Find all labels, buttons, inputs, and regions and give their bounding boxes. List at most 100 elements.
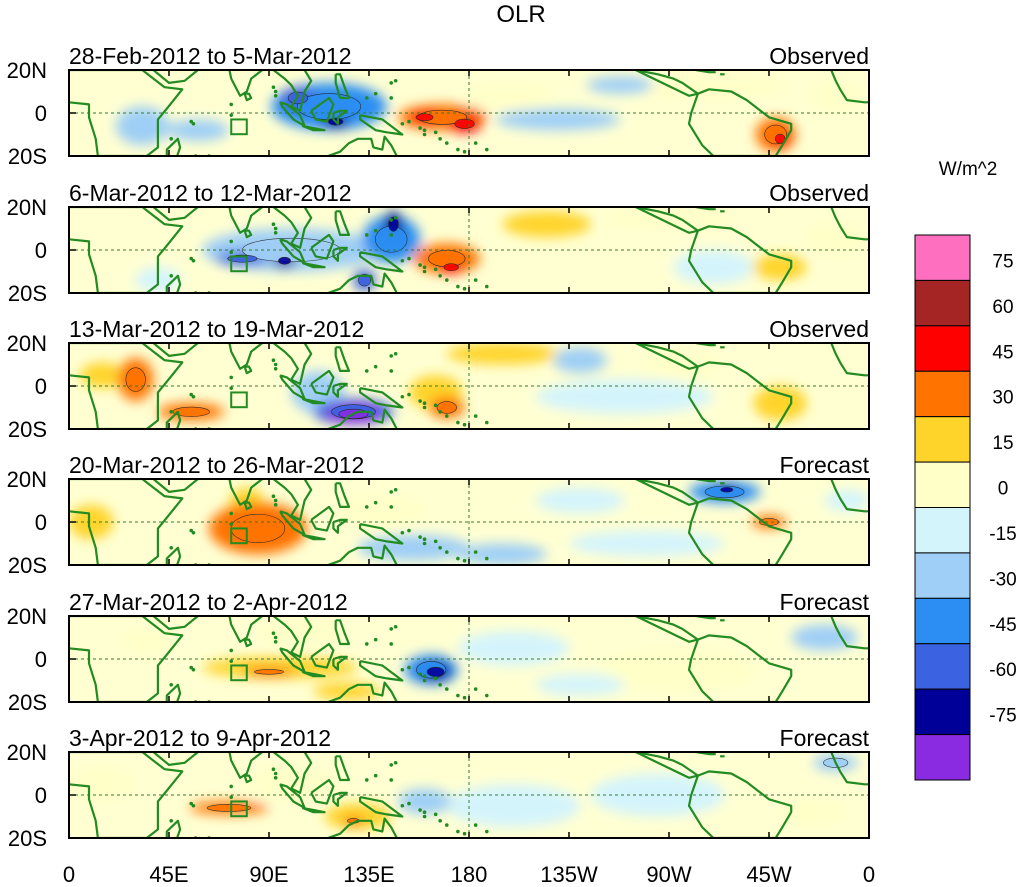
- land-outline: [324, 817, 399, 838]
- island-dot: [433, 130, 438, 135]
- land-outline: [687, 634, 793, 702]
- island-dot: [229, 784, 234, 789]
- land-outline: [830, 70, 869, 104]
- anomaly-blob: [457, 543, 547, 565]
- island-dot: [373, 91, 378, 96]
- colorbar: W/m^2 75 60 45 30 15 0 -15 -30 -45 -60 -75: [914, 159, 1017, 781]
- island-dot: [433, 403, 438, 408]
- land-outline: [332, 246, 348, 262]
- anomaly-blob: [120, 628, 174, 655]
- island-dot: [364, 778, 369, 782]
- anomaly-blob: [535, 487, 625, 514]
- land-outline: [301, 124, 326, 132]
- land-outline: [830, 479, 869, 513]
- panel-period-label: 6-Mar-2012 to 12-Mar-2012: [69, 180, 352, 206]
- island-dot: [271, 494, 276, 499]
- land-outline: [324, 408, 399, 429]
- island-dot: [456, 693, 460, 698]
- x-tick-label: 0: [63, 862, 75, 887]
- island-dot: [422, 810, 427, 814]
- land-outline: [830, 343, 869, 377]
- island-dot: [400, 667, 405, 672]
- anomaly-blob: [809, 80, 863, 111]
- island-dot: [473, 141, 478, 145]
- coastlines: [69, 752, 869, 838]
- colorbar-box: [914, 643, 971, 690]
- x-tick-label: 45E: [149, 862, 188, 887]
- panel-period-label: 3-Apr-2012 to 9-Apr-2012: [69, 725, 331, 751]
- island-dot: [407, 665, 411, 670]
- anomaly-blob: [753, 254, 807, 281]
- anomaly-core: [443, 263, 459, 272]
- island-dot: [273, 635, 278, 640]
- anomaly-blob: [824, 489, 869, 512]
- island-dot: [393, 487, 398, 492]
- anomaly-blob: [246, 767, 336, 802]
- island-dot: [229, 386, 234, 390]
- colorbar-units: W/m^2: [939, 159, 998, 180]
- anomaly-blob: [446, 784, 581, 828]
- colorbar-label: -60: [989, 660, 1016, 681]
- land-outline: [359, 660, 404, 682]
- island-dot: [189, 801, 194, 806]
- island-dot: [422, 269, 427, 274]
- region-box: [230, 255, 248, 273]
- island-dot: [456, 420, 460, 425]
- island-dot: [364, 369, 369, 373]
- island-dot: [229, 659, 234, 663]
- island-dot: [229, 648, 234, 653]
- land-outline: [220, 70, 263, 97]
- island-dot: [400, 258, 405, 263]
- anomaly-field: [69, 70, 869, 156]
- island-dot: [169, 819, 174, 823]
- island-dot: [189, 256, 194, 261]
- anomaly-blob: [637, 74, 789, 101]
- land-outline: [332, 109, 348, 125]
- colorbar-box: [914, 461, 971, 509]
- island-dot: [473, 823, 478, 827]
- colorbar-box: [914, 416, 971, 463]
- land-outline: [830, 752, 869, 786]
- colorbar-box: [914, 279, 971, 327]
- anomaly-field: [69, 616, 869, 702]
- colorbar-box: [914, 597, 971, 645]
- island-dot: [189, 665, 194, 670]
- island-dot: [273, 367, 278, 371]
- x-tick-label: 180: [451, 862, 488, 887]
- anomaly-blob: [791, 624, 858, 651]
- island-dot: [462, 286, 467, 291]
- panel-5: 20N 0 20S 27-Mar-2012 to 2-Apr-2012 Forecast: [7, 589, 870, 715]
- y-tick-label: 20N: [7, 58, 47, 83]
- island-dot: [407, 256, 411, 261]
- land-outline: [243, 638, 253, 648]
- chart-title: OLR: [496, 1, 545, 28]
- island-dot: [191, 394, 196, 399]
- land-outline: [332, 655, 348, 671]
- anomaly-blob: [502, 211, 592, 238]
- panel-period-label: 20-Mar-2012 to 26-Mar-2012: [69, 452, 364, 478]
- land-outline: [310, 642, 335, 669]
- panel-6: 20N 0 20S 3-Apr-2012 to 9-Apr-2012 Forecast: [7, 725, 870, 851]
- island-dot: [189, 392, 194, 397]
- island-dot: [393, 351, 398, 356]
- land-outline: [243, 92, 253, 102]
- colorbar-label: 60: [992, 297, 1013, 318]
- land-outline: [272, 207, 313, 249]
- land-outline: [324, 544, 399, 565]
- island-dot: [433, 676, 438, 681]
- island-dot: [422, 678, 427, 683]
- island-dot: [169, 546, 174, 550]
- y-tick-label: 20S: [8, 281, 47, 306]
- island-dot: [189, 119, 194, 124]
- anomaly-core: [125, 367, 146, 392]
- land-outline: [324, 272, 399, 293]
- land-outline: [687, 770, 793, 838]
- island-dot: [422, 128, 427, 132]
- land-outline: [324, 681, 399, 702]
- anomaly-blob: [802, 222, 869, 257]
- anomaly-blob: [324, 803, 392, 830]
- island-dot: [418, 535, 422, 539]
- land-outline: [687, 88, 793, 156]
- panel-kind-label: Observed: [769, 316, 869, 342]
